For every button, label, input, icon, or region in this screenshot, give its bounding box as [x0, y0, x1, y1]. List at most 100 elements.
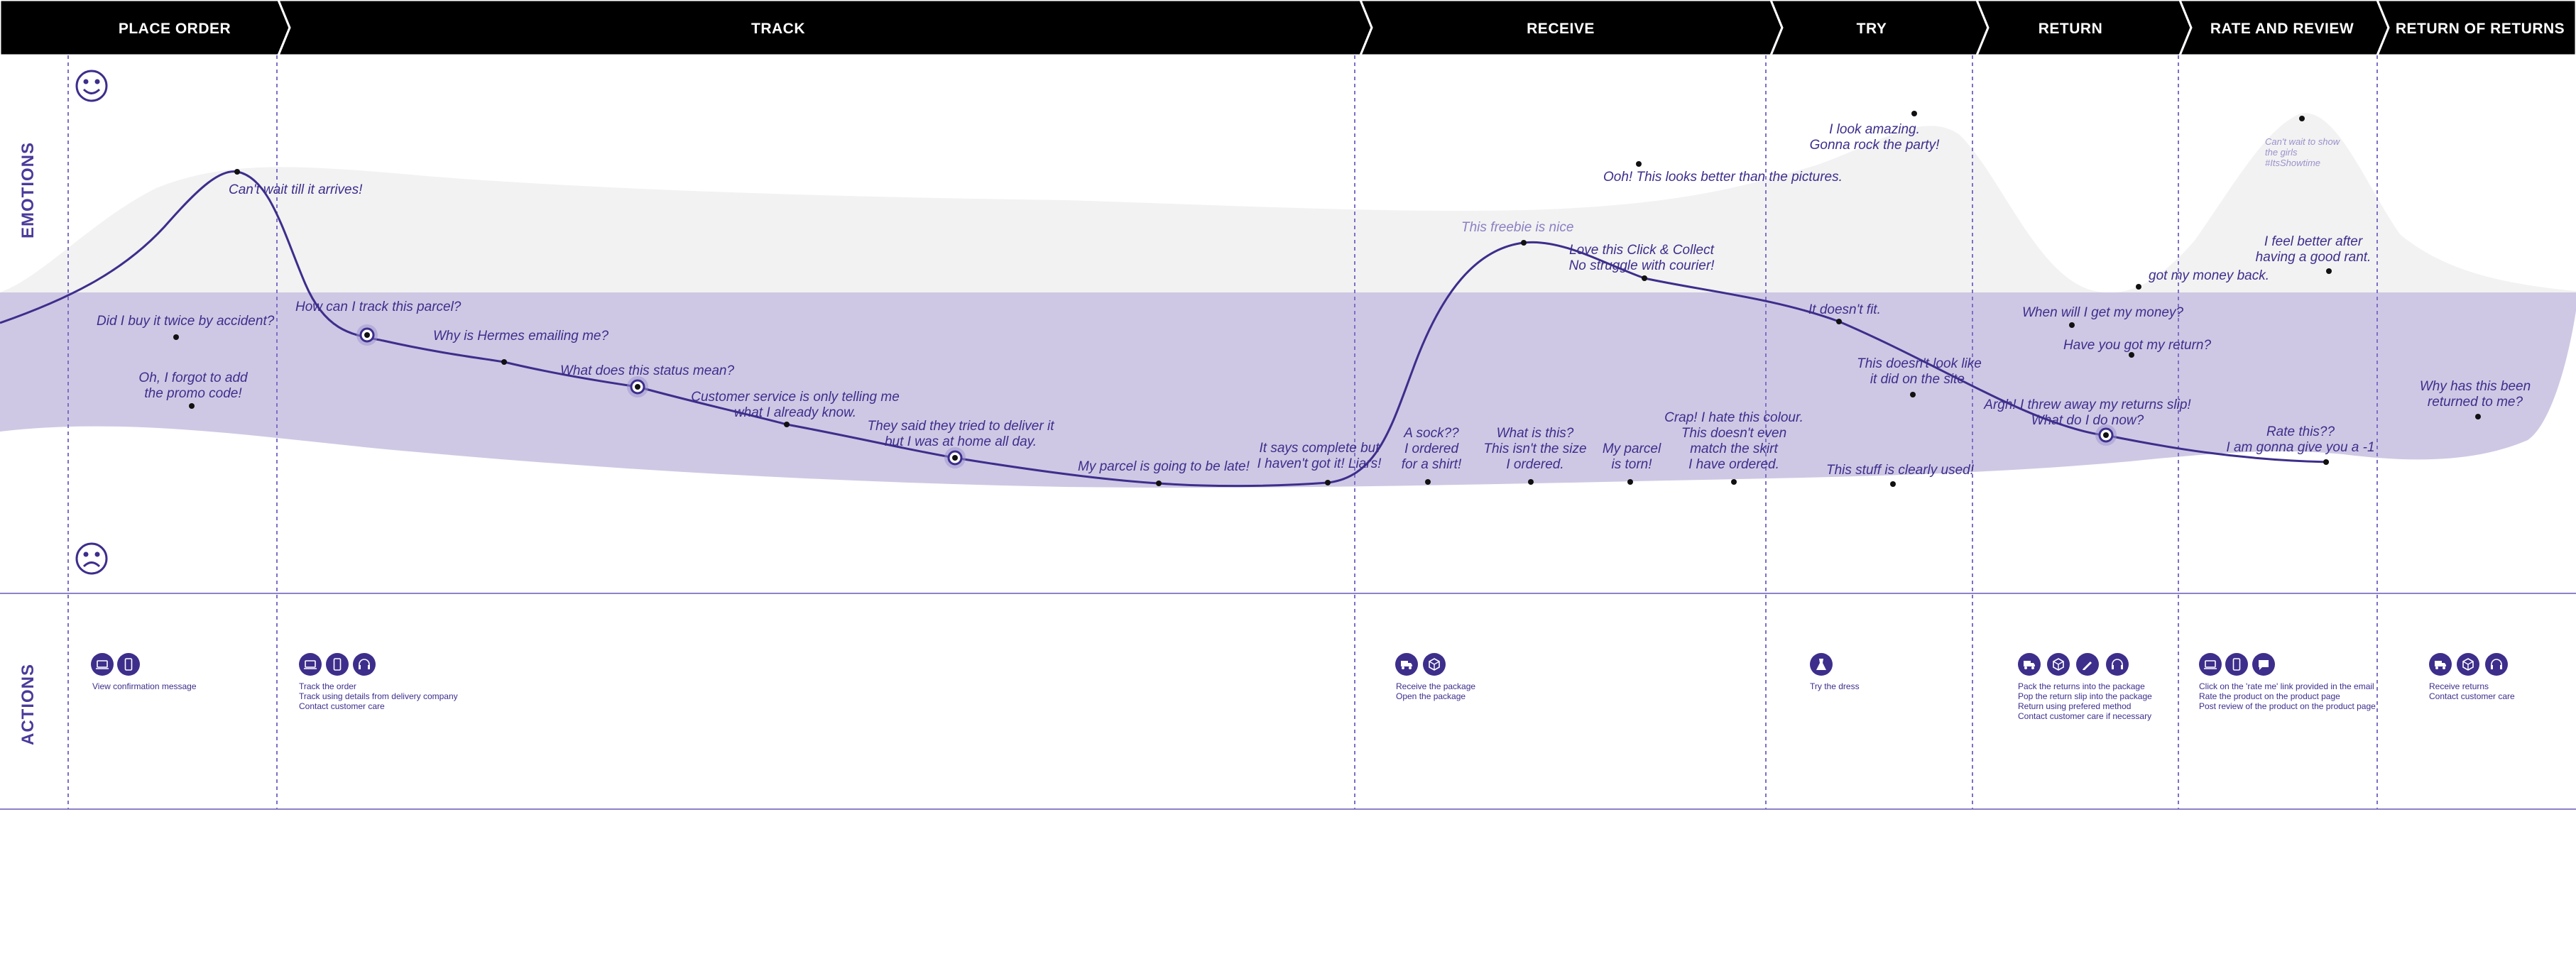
action-text: Receive the package Open the package: [1396, 681, 1475, 701]
phase-label-receive: RECEIVE: [1527, 21, 1595, 37]
emotion-point: [2299, 116, 2305, 121]
action-text: Receive returns Contact customer care: [2429, 681, 2515, 701]
action-text: Track the order Track using details from …: [299, 681, 458, 711]
phase-chevron-return-of-returns: [2375, 0, 2576, 57]
emotion-note: Did I buy it twice by accident?: [97, 314, 275, 329]
actions-row-label: ACTIONS: [18, 664, 38, 745]
action-group-receive: Receive the package Open the package: [1395, 653, 1475, 701]
emotion-point: [1521, 240, 1527, 246]
emotion-note: Oh, I forgot to add the promo code!: [138, 371, 249, 401]
truck-icon: [2429, 653, 2452, 676]
emotion-point: [2136, 284, 2141, 290]
action-group-return-of-returns: Receive returns Contact customer care: [2429, 653, 2515, 701]
emotion-note: got my money back.: [2149, 268, 2269, 283]
emotion-note: Why has this been returned to me?: [2420, 379, 2531, 410]
emotion-note: A sock?? I ordered for a shirt!: [1402, 426, 1462, 472]
action-group-return: Pack the returns into the package Pop the…: [2018, 653, 2152, 721]
phone-icon: [326, 653, 349, 676]
emotion-note: Can't wait to show the girls #ItsShowtime: [2265, 136, 2341, 168]
emotion-point: [1156, 481, 1162, 486]
truck-icon: [2018, 653, 2041, 676]
actions-row: View confirmation message Track the orde…: [91, 653, 2515, 721]
emotion-note: Customer service is only telling me what …: [691, 390, 900, 420]
emotion-point: [2475, 414, 2481, 419]
action-group-try: Try the dress: [1810, 653, 1860, 691]
phase-label-track: TRACK: [751, 21, 805, 37]
action-group-track: Track the order Track using details from …: [299, 653, 458, 711]
emotion-point: [2069, 322, 2075, 328]
emotion-note: How can I track this parcel?: [295, 300, 462, 314]
emotion-journey-curve: [0, 170, 2330, 488]
phase-label-place-order: PLACE ORDER: [119, 21, 231, 37]
headset-icon: [2106, 653, 2129, 676]
phase-label-return-of-returns: RETURN OF RETURNS: [2396, 21, 2565, 37]
phase-label-try: TRY: [1857, 21, 1887, 37]
emotion-point: [501, 359, 507, 365]
emotion-note: Rate this?? I am gonna give you a -1: [2226, 424, 2374, 455]
sad-face-icon: [75, 542, 108, 575]
phase-label-rate-and-review: RATE AND REVIEW: [2210, 21, 2354, 37]
emotion-point: [1528, 479, 1534, 485]
emotion-point: [2326, 268, 2332, 274]
phone-icon: [117, 653, 140, 676]
emotion-note: My parcel is going to be late!: [1078, 459, 1250, 474]
headset-icon: [353, 653, 376, 676]
dress-icon: [1810, 653, 1833, 676]
emotion-point: [1731, 479, 1737, 485]
positive-emotion-band: [0, 113, 2576, 293]
package-icon: [1423, 653, 1446, 676]
truck-icon: [1395, 653, 1418, 676]
emotion-point: [1425, 479, 1431, 485]
chat-icon: [2252, 653, 2275, 676]
emotion-point: [234, 169, 240, 175]
emotion-point: [1636, 161, 1642, 167]
action-text: View confirmation message: [92, 681, 197, 691]
emotion-note: It says complete but I haven't got it! Li…: [1257, 441, 1382, 471]
phase-dividers: [67, 55, 2378, 809]
emotion-point: [189, 403, 195, 409]
smiley-face-icon: [75, 70, 108, 102]
emotion-point: [784, 422, 790, 427]
emotion-point: [1627, 479, 1633, 485]
highlight-ring: [356, 324, 378, 346]
emotion-note: Love this Click & Collect No struggle wit…: [1569, 243, 1715, 273]
emotion-note: This doesn't look like it did on the site…: [1857, 356, 1982, 387]
emotion-note: Why is Hermes emailing me?: [433, 329, 608, 344]
emotion-note: I feel better after having a good rant.: [2256, 234, 2372, 265]
emotion-note: They said they tried to deliver it but I …: [868, 419, 1055, 449]
emotion-note: Argh! I threw away my returns slip! What …: [1983, 397, 2191, 428]
highlight-points: [356, 324, 2117, 468]
package-icon: [2047, 653, 2070, 676]
emotion-points: [173, 111, 2481, 487]
laptop-icon: [2199, 653, 2222, 676]
emotion-note: Have you got my return?: [2063, 338, 2211, 353]
phone-icon: [2225, 653, 2248, 676]
phase-header: PLACE ORDER TRACK RECEIVE TRY RETURN RAT…: [0, 0, 2576, 57]
emotion-point: [1642, 275, 1647, 281]
action-group-rate-and-review: Click on the 'rate me' link provided in …: [2199, 653, 2376, 711]
emotions-row-label: EMOTIONS: [18, 142, 38, 238]
emotion-note: This stuff is clearly used!: [1826, 463, 1975, 478]
highlight-ring: [627, 376, 648, 397]
emotion-point: [2323, 459, 2329, 465]
emotion-note: My parcel is torn!: [1603, 441, 1661, 472]
emotion-note: What does this status mean?: [560, 363, 734, 378]
package-icon: [2457, 653, 2479, 676]
emotion-point: [1836, 319, 1842, 324]
laptop-icon: [299, 653, 322, 676]
pen-icon: [2076, 653, 2099, 676]
emotion-note: Ooh! This looks better than the pictures…: [1603, 170, 1843, 185]
emotion-point: [1325, 480, 1331, 485]
action-text: Pack the returns into the package Pop the…: [2018, 681, 2152, 721]
emotion-notes: Can't wait till it arrives! Did I buy it…: [97, 122, 2531, 478]
action-group-place-order: View confirmation message: [91, 653, 197, 691]
phase-label-return: RETURN: [2039, 21, 2103, 37]
emotion-point: [2129, 352, 2134, 358]
emotion-point: [1890, 481, 1896, 487]
phase-chevron-track: [276, 0, 1373, 57]
emotion-note: Crap! I hate this colour. This doesn't ev…: [1664, 410, 1803, 472]
emotion-point: [1911, 111, 1917, 116]
highlight-ring: [2095, 424, 2117, 446]
emotion-note: I look amazing. Gonna rock the party!: [1810, 122, 1940, 153]
